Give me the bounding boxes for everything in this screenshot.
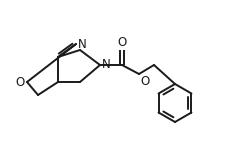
Text: N: N bbox=[78, 38, 87, 51]
Text: O: O bbox=[16, 76, 25, 89]
Text: N: N bbox=[102, 59, 111, 72]
Text: O: O bbox=[117, 36, 127, 49]
Text: O: O bbox=[140, 75, 149, 88]
